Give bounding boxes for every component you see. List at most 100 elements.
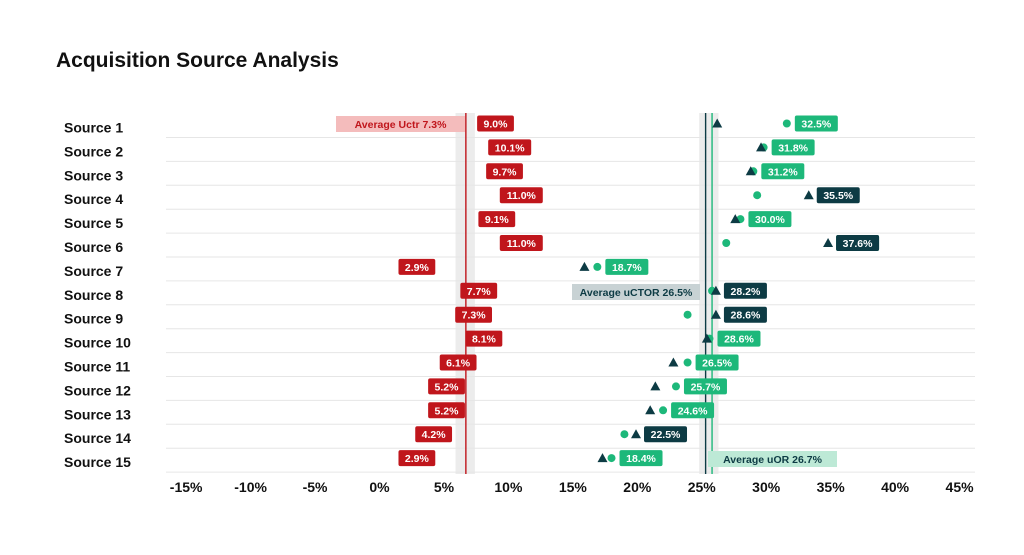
uor-value-badge-bg: [671, 402, 715, 419]
average-uctor-label: Average uCTOR 26.5%: [572, 284, 700, 300]
uor-point: [722, 239, 731, 247]
uctor-value-badge-text: 37.6%: [843, 238, 873, 250]
average-uctr-label-text: Average Uctr 7.3%: [355, 119, 447, 131]
uctr-value-badge: 5.2%: [428, 378, 465, 395]
x-tick-label: 5%: [434, 479, 455, 495]
uctr-value-badge-bg: [460, 282, 498, 299]
x-tick-label: 15%: [559, 479, 588, 495]
x-tick-label: 45%: [946, 479, 975, 495]
category-label: Source 9: [64, 311, 123, 327]
uctor-point: [668, 357, 679, 367]
uor-value-badge: 18.4%: [619, 450, 663, 467]
x-tick-label: -15%: [170, 479, 203, 495]
uctor-point: [712, 118, 723, 128]
uctr-value-badge: 4.2%: [415, 426, 453, 443]
uctor-point: [710, 285, 721, 295]
uctor-point: [745, 166, 756, 176]
uor-value-badge-bg: [748, 211, 792, 228]
uor-value-badge-text: 18.4%: [626, 453, 656, 465]
uor-value-badge: 30.0%: [748, 211, 792, 228]
uor-value-badge: 31.2%: [761, 163, 805, 180]
x-tick-label: 40%: [881, 479, 910, 495]
average-uctr-label: Average Uctr 7.3%: [336, 116, 465, 132]
uctor-value-badge: 28.2%: [723, 282, 767, 299]
uctr-value-badge-text: 2.9%: [405, 262, 430, 274]
category-label: Source 8: [64, 287, 123, 303]
uctor-value-badge: 37.6%: [836, 235, 880, 251]
uor-value-badge-text: 18.7%: [612, 262, 642, 274]
uctr-value-badge: 8.1%: [465, 330, 503, 347]
uctor-value-badge-bg: [723, 282, 767, 299]
x-tick-label: 10%: [494, 479, 523, 495]
uctor-value-badge-text: 28.2%: [731, 286, 761, 298]
uctor-value-badge-bg: [723, 306, 767, 323]
uctr-value-badge: 11.0%: [499, 187, 543, 204]
uctr-value-badge-bg: [465, 330, 503, 347]
uctor-point: [631, 429, 642, 439]
uor-value-badge-text: 26.5%: [702, 358, 732, 370]
uctor-point: [823, 238, 834, 247]
uor-value-badge-bg: [683, 378, 727, 395]
uor-value-badge: 25.7%: [683, 378, 727, 395]
uctr-value-badge: 5.2%: [428, 402, 465, 419]
uor-value-badge-text: 32.5%: [801, 119, 831, 131]
uctr-value-badge-bg: [486, 163, 523, 180]
uctr-value-badge-bg: [455, 306, 492, 323]
category-label: Source 7: [64, 263, 123, 279]
uor-point: [753, 191, 762, 200]
uctor-value-badge-bg: [816, 187, 860, 204]
uor-point: [593, 262, 602, 271]
category-label: Source 4: [64, 191, 123, 207]
uor-value-badge: 26.5%: [695, 354, 739, 371]
x-tick-label: 25%: [688, 479, 717, 495]
uctr-value-badge-bg: [477, 115, 514, 132]
uctr-value-badge-bg: [488, 139, 532, 156]
uctr-value-badge-text: 5.2%: [435, 405, 460, 417]
uor-point: [607, 454, 616, 463]
uctor-point: [803, 190, 814, 200]
uctr-value-badge: 2.9%: [398, 258, 436, 275]
uctr-value-badge: 7.3%: [455, 306, 492, 323]
average-uor-label: Average uOR 26.7%: [708, 451, 837, 467]
uctr-value-badge-bg: [439, 354, 477, 371]
category-label: Source 6: [64, 239, 123, 255]
category-label: Source 15: [64, 454, 131, 470]
uctr-value-badge-text: 9.7%: [493, 166, 518, 178]
category-labels: Source 1 Source 2 Source 3 Source 4 Source 5…: [64, 120, 131, 471]
uctor-value-badge-bg: [836, 235, 880, 251]
uctr-value-badge-bg: [499, 235, 543, 251]
x-tick-label: -5%: [303, 479, 328, 495]
uctr-value-badge-text: 11.0%: [507, 238, 537, 250]
uctor-point: [597, 453, 608, 463]
category-label: Source 3: [64, 167, 123, 183]
uor-value-badge-bg: [771, 139, 815, 156]
uctor-value-badge: 28.6%: [723, 306, 767, 323]
category-label: Source 12: [64, 382, 131, 398]
x-tick-label: -10%: [234, 479, 267, 495]
x-tick-label: 0%: [369, 479, 390, 495]
uctr-value-badge: 7.7%: [460, 282, 498, 299]
uctr-value-badge-bg: [478, 211, 516, 228]
uctor-point: [579, 261, 590, 271]
uctr-value-badge-text: 7.7%: [467, 286, 492, 298]
uor-value-badge-text: 28.6%: [724, 334, 754, 346]
uctr-value-badge-bg: [499, 187, 543, 204]
uor-value-badge: 31.8%: [771, 139, 815, 156]
uor-value-badge-bg: [761, 163, 805, 180]
uctr-value-badge-bg: [398, 450, 436, 467]
gridlines: [166, 137, 975, 473]
uor-point: [782, 119, 791, 128]
uctr-value-badge-bg: [428, 402, 465, 419]
uor-value-badge-bg: [619, 450, 663, 467]
uctor-value-badge-text: 35.5%: [823, 190, 853, 202]
average-uor-label-bg: [708, 451, 837, 467]
uctr-value-badge: 9.1%: [478, 211, 516, 228]
category-label: Source 14: [64, 430, 131, 446]
x-tick-label: 30%: [752, 479, 781, 495]
uctor-value-badge: 35.5%: [816, 187, 860, 204]
uor-value-badge: 28.6%: [717, 330, 761, 347]
uctr-value-badge: 6.1%: [439, 354, 477, 371]
uctr-value-badge-bg: [428, 378, 465, 395]
uor-value-badge-bg: [794, 115, 838, 132]
